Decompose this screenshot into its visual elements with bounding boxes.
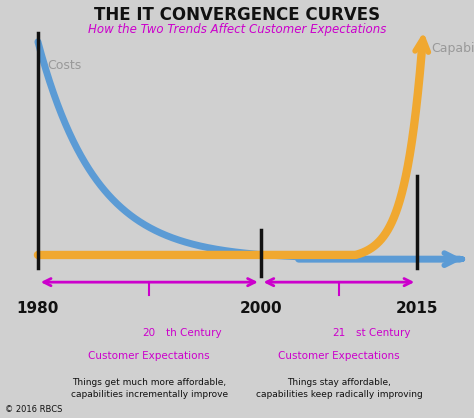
- Text: 1980: 1980: [17, 301, 59, 316]
- Text: How the Two Trends Affect Customer Expectations: How the Two Trends Affect Customer Expec…: [88, 23, 386, 36]
- Text: THE IT CONVERGENCE CURVES: THE IT CONVERGENCE CURVES: [94, 6, 380, 24]
- Text: 21: 21: [332, 328, 346, 338]
- Text: 2015: 2015: [396, 301, 438, 316]
- Text: Things stay affordable,
capabilities keep radically improving: Things stay affordable, capabilities kee…: [255, 378, 422, 399]
- Text: © 2016 RBCS: © 2016 RBCS: [5, 405, 62, 414]
- Text: Customer Expectations: Customer Expectations: [89, 351, 210, 361]
- Text: Things get much more affordable,
capabilities incrementally improve: Things get much more affordable, capabil…: [71, 378, 228, 399]
- Text: Customer Expectations: Customer Expectations: [278, 351, 400, 361]
- Text: th Century: th Century: [166, 328, 221, 338]
- Text: 2000: 2000: [239, 301, 282, 316]
- Text: 20: 20: [143, 328, 156, 338]
- Text: st Century: st Century: [356, 328, 410, 338]
- Text: Costs: Costs: [47, 59, 82, 71]
- Text: Capabilities: Capabilities: [431, 42, 474, 55]
